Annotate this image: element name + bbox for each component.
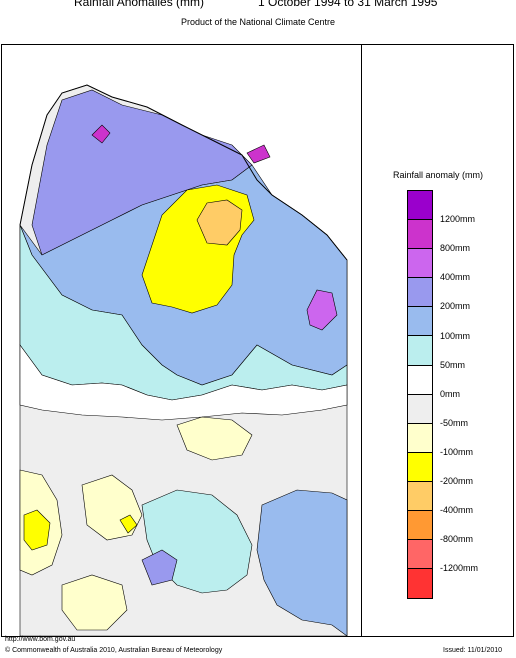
region-white-central <box>19 344 348 421</box>
legend-label: 100mm <box>440 330 471 341</box>
legend-label: 50mm <box>440 359 466 370</box>
legend-swatch <box>408 511 432 541</box>
legend-label: -1200mm <box>440 563 479 574</box>
legend-swatch <box>408 191 432 221</box>
region-light-purple-south <box>141 549 178 586</box>
map-period: 1 October 1994 to 31 March 1995 <box>258 0 438 9</box>
region-magenta-north-1 <box>91 124 111 144</box>
legend-swatch <box>408 452 432 482</box>
footer-issued: Issued: 11/01/2010 <box>443 647 503 654</box>
legend-label: -800mm <box>440 534 474 545</box>
legend-label: 200mm <box>440 301 471 312</box>
legend-swatch <box>408 365 432 395</box>
legend-title: Rainfall anomaly (mm) <box>392 170 484 180</box>
legend-swatch <box>408 278 432 308</box>
region-pale-yellow-bottom <box>61 574 128 631</box>
legend-label: -50mm <box>440 417 469 428</box>
legend-swatch <box>408 423 432 453</box>
map-subtitle: Product of the National Climate Centre <box>180 17 336 27</box>
region-magenta-north-2 <box>246 144 271 164</box>
legend-label: 1200mm <box>440 214 476 225</box>
region-yellow-south <box>119 514 138 534</box>
coastline <box>19 84 348 261</box>
legend-color-bar <box>407 190 433 600</box>
region-pale-yellow-mid <box>176 416 253 461</box>
legend-swatch <box>408 307 432 337</box>
legend-swatch <box>408 569 432 599</box>
legend-label: 400mm <box>440 272 471 283</box>
footer-copyright: © Commonwealth of Australia 2010, Austra… <box>5 647 223 654</box>
map-title-text: Rainfall Anomalies (mm) <box>74 0 205 9</box>
region-purple-east <box>306 289 338 331</box>
legend-swatch <box>408 394 432 424</box>
legend-label: -100mm <box>440 446 474 457</box>
legend-label: -400mm <box>440 505 474 516</box>
region-blue-south <box>256 489 348 636</box>
footer-url[interactable]: http://www.bom.gov.au <box>5 636 76 643</box>
rainfall-anomaly-map <box>19 84 348 636</box>
legend-swatch <box>408 249 432 279</box>
region-yellow-west <box>23 509 51 551</box>
map-frame <box>1 44 514 637</box>
legend-swatch <box>408 481 432 512</box>
legend-swatch <box>408 540 432 570</box>
legend-label: 800mm <box>440 243 471 254</box>
region-orange-core <box>196 199 243 246</box>
legend-divider <box>361 44 362 637</box>
legend-swatch <box>408 336 432 366</box>
map-title: Rainfall Anomalies (mm) 1 October 1994 t… <box>0 0 516 14</box>
legend-label: 0mm <box>440 388 460 399</box>
legend-swatch <box>408 220 432 250</box>
legend-label: -200mm <box>440 476 474 486</box>
